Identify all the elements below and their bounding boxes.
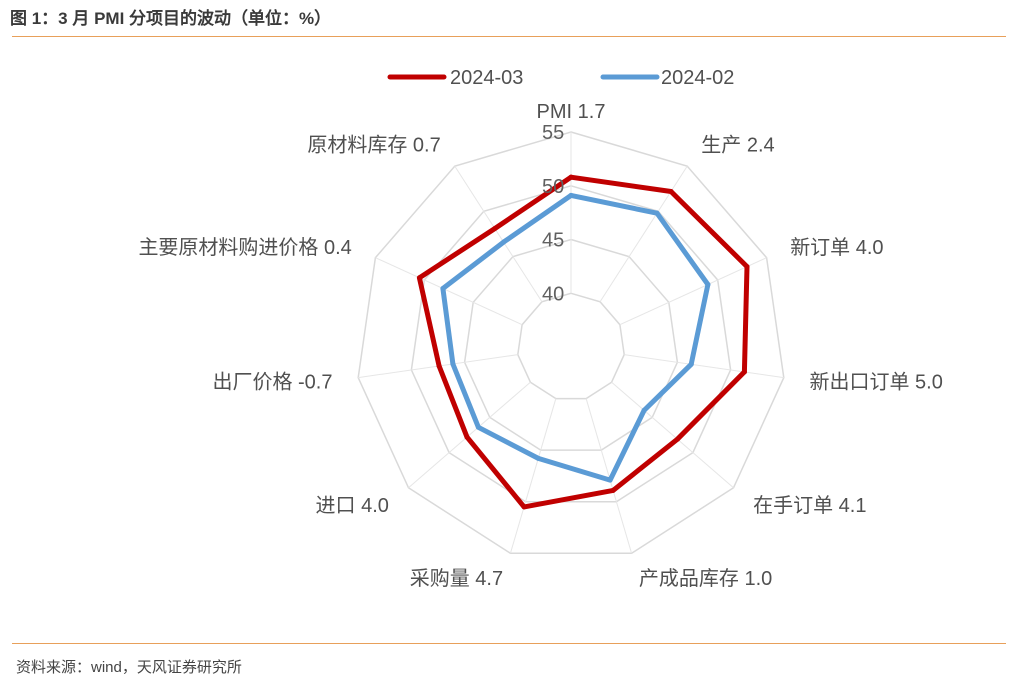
category-label-4: 在手订单 4.1 <box>753 494 866 517</box>
radar-spokes <box>358 132 784 554</box>
data-point-2024-02-8 <box>450 361 456 367</box>
chart-title: 图 1：3 月 PMI 分项目的波动（单位：%） <box>10 9 332 28</box>
data-point-2024-02-9 <box>440 285 446 291</box>
legend-label-2024-02: 2024-02 <box>661 67 734 89</box>
spoke-2 <box>619 257 767 326</box>
data-point-2024-03-7 <box>464 434 470 440</box>
legend-item-2024-02: 2024-02 <box>600 67 734 89</box>
data-point-2024-03-10 <box>492 226 498 232</box>
data-point-2024-02-6 <box>535 455 541 461</box>
data-point-2024-03-4 <box>674 436 680 442</box>
source-note: 资料来源：wind，天风证券研究所 <box>16 659 242 676</box>
legend-label-2024-03: 2024-03 <box>450 67 523 89</box>
spoke-1 <box>599 165 688 303</box>
spoke-4 <box>611 381 734 489</box>
tick-label-55: 55 <box>542 122 564 144</box>
grid-ring-55 <box>357 131 785 555</box>
footer-divider <box>12 643 1006 644</box>
data-point-2024-02-7 <box>475 424 481 430</box>
tick-label-50: 50 <box>542 176 564 198</box>
data-point-2024-02-2 <box>705 281 711 287</box>
radar-series <box>416 174 750 510</box>
category-label-7: 进口 4.0 <box>316 494 389 517</box>
category-label-9: 主要原材料购进价格 0.4 <box>138 236 351 259</box>
tick-label-45: 45 <box>542 230 564 252</box>
data-point-2024-03-5 <box>610 487 616 493</box>
category-labels: PMI 1.7 生产 2.4 新订单 4.0 新出口订单 5.0 在手订单 4.1 产成品… <box>138 101 942 590</box>
data-point-2024-02-3 <box>688 361 694 367</box>
data-point-2024-02-1 <box>654 210 660 216</box>
data-point-2024-03-0 <box>568 174 574 180</box>
spoke-10 <box>454 165 543 303</box>
spoke-5 <box>585 398 633 554</box>
data-point-2024-03-3 <box>741 369 747 375</box>
data-point-2024-02-10 <box>501 239 507 245</box>
radial-ticks: 40 45 50 55 <box>542 122 564 305</box>
spoke-9 <box>375 257 523 326</box>
tick-label-40: 40 <box>542 283 564 305</box>
data-point-2024-03-1 <box>668 188 674 194</box>
series-line-2024-03 <box>416 174 750 510</box>
data-point-2024-02-4 <box>641 407 647 413</box>
data-point-2024-03-9 <box>416 275 422 281</box>
grid-ring-40 <box>517 292 625 400</box>
category-label-3: 新出口订单 5.0 <box>810 370 943 393</box>
series-line-2024-02 <box>440 192 711 483</box>
title-divider <box>12 36 1006 37</box>
data-point-2024-03-2 <box>744 264 750 270</box>
category-label-5: 产成品库存 1.0 <box>639 567 772 590</box>
spoke-6 <box>509 398 557 554</box>
legend-item-2024-03: 2024-03 <box>387 67 523 89</box>
category-label-1: 生产 2.4 <box>701 133 774 156</box>
category-label-8: 出厂价格 -0.7 <box>212 370 332 393</box>
category-label-2: 新订单 4.0 <box>790 236 883 259</box>
category-label-6: 采购量 4.7 <box>410 567 503 590</box>
spoke-7 <box>408 381 531 489</box>
data-point-2024-02-5 <box>607 477 613 483</box>
category-label-0: PMI 1.7 <box>537 101 606 123</box>
data-point-2024-03-6 <box>521 504 527 510</box>
data-point-2024-02-0 <box>568 192 574 198</box>
grid-ring-45 <box>463 238 679 451</box>
spoke-3 <box>624 354 784 379</box>
data-point-2024-03-8 <box>436 363 442 369</box>
legend: 2024-03 2024-02 <box>387 67 734 89</box>
category-label-10: 原材料库存 0.7 <box>307 133 440 156</box>
